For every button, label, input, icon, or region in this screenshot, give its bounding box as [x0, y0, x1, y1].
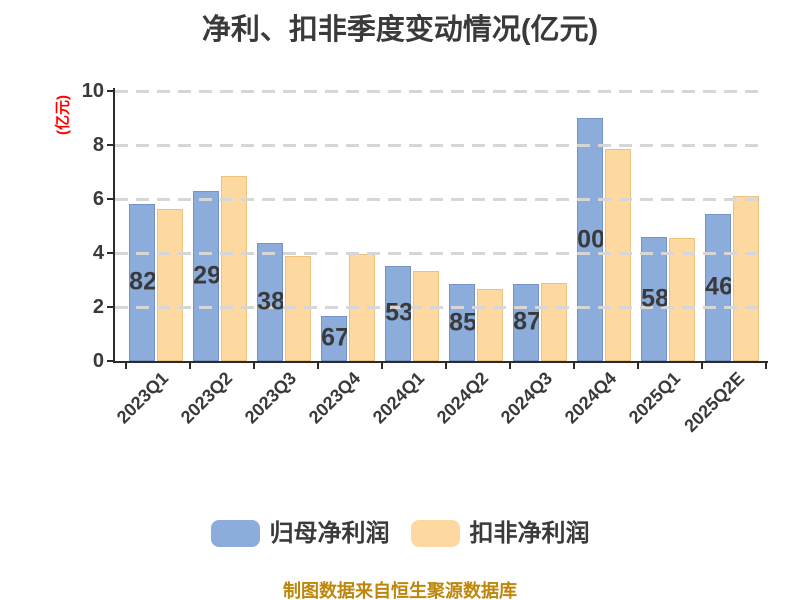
x-tick-8	[637, 363, 639, 369]
legend-item-net-profit: 归母净利润	[210, 520, 390, 547]
bar-label-clip-2023Q1: 5.82	[129, 204, 155, 361]
y-tick-label-0: 0	[92, 350, 104, 372]
x-tick-label-2025Q2E: 2025Q2E	[680, 368, 749, 436]
bar-归母净利润-2024Q3	[513, 283, 539, 361]
x-tick-label-2024Q4: 2024Q4	[560, 368, 621, 428]
y-tick-label-8: 8	[92, 134, 104, 156]
x-tick-label-2023Q3: 2023Q3	[240, 368, 301, 428]
x-tick-label-2024Q3: 2024Q3	[496, 368, 557, 428]
bar-value-label: 2.87	[513, 307, 539, 336]
bar-扣非净利润-2024Q3	[541, 283, 567, 361]
gridline-4	[115, 252, 766, 255]
bar-扣非净利润-2024Q1	[413, 271, 439, 361]
bar-value-label: 1.67	[321, 323, 347, 352]
bar-扣非净利润-2024Q2	[477, 289, 503, 361]
y-tick-0	[107, 360, 113, 362]
x-tick-label-2024Q2: 2024Q2	[432, 368, 493, 428]
bar-扣非净利润-2025Q2E	[733, 196, 759, 361]
bar-value-label: 3.53	[385, 298, 411, 327]
x-tick-label-2024Q1: 2024Q1	[368, 368, 429, 428]
x-axis-tick-labels: 2023Q1 2023Q2 2023Q3 2023Q4 2024Q1 2024Q2 2024…	[112, 368, 766, 468]
x-tick-0	[125, 363, 127, 369]
x-tick-4	[381, 363, 383, 369]
chart-title: 净利、扣非季度变动情况(亿元)	[201, 14, 599, 46]
x-tick-5	[445, 363, 447, 369]
x-tick-9	[701, 363, 703, 369]
bar-归母净利润-2023Q2	[193, 191, 219, 361]
bar-label-clip-2025Q2E: 5.46	[705, 214, 731, 361]
bar-label-clip-2023Q3: 4.38	[257, 243, 283, 361]
bar-value-label: 2.85	[449, 308, 475, 337]
bar-label-clip-2024Q3: 2.87	[513, 284, 539, 361]
y-tick-6	[107, 198, 113, 200]
x-axis-line	[113, 361, 768, 363]
gridline-8	[115, 144, 766, 147]
bar-扣非净利润-2025Q1	[669, 238, 695, 361]
legend-label: 扣非净利润	[469, 520, 590, 547]
x-tick-2	[253, 363, 255, 369]
y-axis-ticks	[107, 90, 113, 362]
x-axis-ticks	[115, 363, 767, 369]
y-tick-label-6: 6	[92, 188, 104, 210]
bar-label-clip-2023Q4: 1.67	[321, 316, 347, 361]
chart-caption: 制图数据来自恒生聚源数据库	[283, 581, 517, 600]
bar-value-label: 6.29	[193, 261, 219, 290]
bar-归母净利润-2024Q4	[577, 118, 603, 361]
x-tick-1	[189, 363, 191, 369]
bar-归母净利润-2023Q3	[257, 242, 283, 361]
bar-label-clip-2024Q1: 3.53	[385, 266, 411, 361]
x-tick-3	[317, 363, 319, 369]
y-axis-tick-labels: 0 2 4 6 8 10	[60, 80, 104, 372]
bar-value-label: 9.00	[577, 225, 603, 253]
bar-value-label: 5.46	[705, 272, 731, 301]
y-tick-2	[107, 306, 113, 308]
y-tick-label-10: 10	[81, 80, 104, 102]
x-tick-label-2023Q4: 2023Q4	[304, 368, 365, 428]
x-tick-label-2025Q1: 2025Q1	[624, 368, 685, 428]
bar-归母净利润-2025Q1	[641, 237, 667, 361]
legend-item-deducted-net-profit: 扣非净利润	[410, 520, 590, 547]
y-tick-label-4: 4	[92, 242, 104, 264]
bar-value-label: 5.82	[129, 267, 155, 296]
y-axis-line	[113, 88, 115, 363]
gridline-10	[115, 90, 766, 93]
x-tick-label-2023Q2: 2023Q2	[176, 368, 237, 428]
plot-area: 5.82 6.29 4.38 1.67 3.53 2.85 2.87 9.00 4.58 5.46	[115, 90, 766, 361]
legend-label: 归母净利润	[269, 520, 390, 547]
bar-label-clip-2025Q1: 4.58	[641, 237, 667, 361]
y-tick-10	[107, 90, 113, 92]
y-tick-label-2: 2	[92, 296, 104, 318]
bar-value-label: 4.58	[641, 284, 667, 313]
y-tick-4	[107, 252, 113, 254]
bar-扣非净利润-2023Q2	[221, 176, 247, 361]
bar-归母净利润-2024Q1	[385, 265, 411, 361]
bar-归母净利润-2024Q2	[449, 284, 475, 361]
bar-value-label: 4.38	[257, 287, 283, 316]
bar-归母净利润-2025Q2E	[705, 213, 731, 361]
x-tick-7	[573, 363, 575, 369]
legend: 归母净利润 扣非净利润	[0, 520, 800, 547]
bar-label-clip-2023Q2: 6.29	[193, 191, 219, 361]
x-tick-10	[765, 363, 767, 369]
bar-归母净利润-2023Q1	[129, 203, 155, 361]
y-tick-8	[107, 144, 113, 146]
legend-swatch-blue	[210, 520, 260, 547]
gridline-2	[115, 306, 766, 309]
bar-label-clip-2024Q2: 2.85	[449, 284, 475, 361]
bar-label-clip-2024Q4: 9.00	[577, 118, 603, 361]
x-tick-label-2023Q1: 2023Q1	[112, 368, 173, 428]
gridline-6	[115, 198, 766, 201]
legend-swatch-yellow	[410, 520, 460, 547]
x-tick-6	[509, 363, 511, 369]
bar-扣非净利润-2023Q1	[157, 209, 183, 361]
bar-归母净利润-2023Q4	[321, 315, 347, 361]
